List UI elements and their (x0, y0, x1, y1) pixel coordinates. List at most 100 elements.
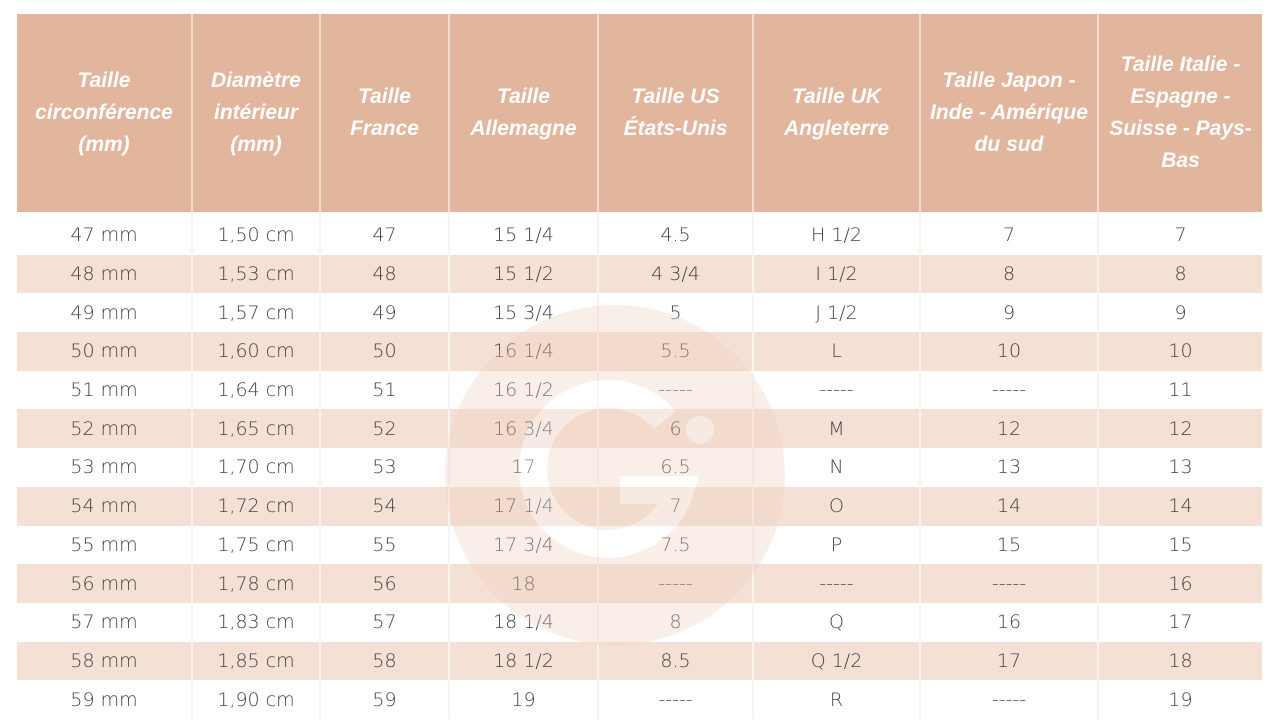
column-header: Taille Allemagne (448, 14, 598, 212)
column-header: Taille UK Angleterre (752, 14, 920, 212)
table-cell: 6.5 (597, 448, 753, 487)
table-cell: 8 (597, 602, 753, 642)
table-cell: 8.5 (597, 641, 753, 681)
table-cell: 56 mm (17, 564, 192, 603)
table-cell: 5 (597, 293, 753, 333)
table-cell: 8 (1097, 254, 1262, 294)
table-cell: 16 1/2 (448, 370, 598, 410)
table-cell: 9 (919, 293, 1098, 333)
table-cell: 13 (1097, 448, 1262, 487)
table-cell: 52 mm (17, 409, 192, 449)
table-cell: 53 (319, 448, 449, 487)
table-cell: 19 (1097, 680, 1262, 719)
table-cell: 7.5 (597, 525, 753, 565)
table-row: 51 mm 1,64 cm 51 16 1/2 ----- ----- ----- 11 (17, 370, 1262, 410)
table-cell: ----- (597, 370, 753, 410)
table-cell: 12 (919, 409, 1098, 449)
table-cell: H 1/2 (752, 212, 920, 255)
table-cell: 1,60 cm (191, 332, 320, 371)
table-cell: 47 mm (70, 224, 138, 247)
table-cell: 15 (1097, 525, 1262, 565)
table-cell: 1,78 cm (191, 564, 320, 603)
table-cell: 9 (1097, 293, 1262, 333)
table-row: 56 mm 1,78 cm 56 18 ----- ----- ----- 16 (17, 564, 1262, 603)
table-cell: 12 (1097, 409, 1262, 449)
table-cell: R (752, 680, 920, 719)
table-cell: 15 1/4 (448, 212, 598, 255)
column-header: Taille US États-Unis (597, 14, 753, 212)
table-cell: 16 (1097, 564, 1262, 603)
table-cell: 16 1/4 (448, 332, 598, 371)
table-cell: ----- (919, 680, 1098, 719)
ring-size-table: Taille circonférence (mm) Diamètre intéri… (17, 14, 1262, 719)
table-cell: 10 (1097, 332, 1262, 371)
table-cell: ----- (597, 564, 753, 603)
table-cell: Q 1/2 (752, 641, 920, 681)
table-cell: 1,53 cm (191, 254, 320, 294)
table-cell: 18 (448, 564, 598, 603)
table-cell: P (752, 525, 920, 565)
table-cell: 1,90 cm (191, 680, 320, 719)
table-cell: 4 3/4 (597, 254, 753, 294)
table-cell: 57 mm (70, 611, 138, 634)
table-cell: 49 (319, 293, 449, 333)
table-cell: 49 mm (70, 301, 138, 324)
table-cell: 57 (319, 602, 449, 642)
table-cell: 17 (448, 448, 598, 487)
table-row: 52 mm 1,65 cm 52 16 3/4 6 M 12 12 (17, 409, 1262, 449)
table-cell: ----- (919, 564, 1098, 603)
table-cell: Q (752, 602, 920, 642)
table-cell: 16 3/4 (448, 409, 598, 449)
table-cell: 14 (919, 486, 1098, 526)
header-row: Taille circonférence (mm) Diamètre intéri… (17, 14, 1262, 212)
table-cell: 17 (1097, 602, 1262, 642)
table-cell: 52 (319, 409, 449, 449)
table-cell: ----- (919, 370, 1098, 410)
table-cell: 48 mm (17, 254, 192, 294)
table-cell: 51 (319, 370, 449, 410)
table-cell: 1,70 cm (191, 448, 320, 487)
table-cell: 50 mm (17, 332, 192, 371)
table-cell: 17 (919, 641, 1098, 681)
table-cell: 55 (319, 525, 449, 565)
table-cell: 18 1/4 (448, 602, 598, 642)
table-cell: ----- (597, 680, 753, 719)
table-cell: 1,83 cm (191, 602, 320, 642)
table-cell: 59 mm (70, 688, 138, 711)
table-cell: 10 (919, 332, 1098, 371)
table-row: 57 mm 1,83 cm 57 18 1/4 8 Q 16 17 (17, 602, 1262, 642)
table-cell: 11 (1097, 370, 1262, 410)
table-cell: 55 mm (70, 533, 138, 556)
table-cell: 18 (1097, 641, 1262, 681)
table-cell: 53 mm (70, 456, 138, 479)
table-cell: 15 3/4 (448, 293, 598, 333)
column-header: Diamètre intérieur (mm) (191, 14, 320, 212)
table-row: 59 mm 1,90 cm 59 19 ----- R ----- 19 (17, 680, 1262, 719)
table-row: 47 mm 1,50 cm 47 15 1/4 4.5 H 1/2 7 7 (17, 212, 1262, 255)
table-cell: 7 (1097, 212, 1262, 255)
table-row: 54 mm 1,72 cm 54 17 1/4 7 O 14 14 (17, 486, 1262, 526)
table-cell: 19 (448, 680, 598, 719)
table-cell: 54 (319, 486, 449, 526)
table-cell: 1,57 cm (191, 293, 320, 333)
table-cell: 59 (319, 680, 449, 719)
table-cell: L (752, 332, 920, 371)
table-cell: 17 1/4 (448, 486, 598, 526)
table-cell: 54 mm (17, 486, 192, 526)
table-row: 48 mm 1,53 cm 48 15 1/2 4 3/4 I 1/2 8 8 (17, 254, 1262, 294)
table-cell: I 1/2 (752, 254, 920, 294)
column-header: Taille Italie - Espagne - Suisse - Pays-… (1097, 14, 1262, 212)
table-cell: 6 (597, 409, 753, 449)
table-cell: 50 (319, 332, 449, 371)
table-cell: 4.5 (597, 212, 753, 255)
table-cell: 7 (597, 486, 753, 526)
table-cell: 1,72 cm (191, 486, 320, 526)
table-cell: 47 (319, 212, 449, 255)
table-row: 55 mm 1,75 cm 55 17 3/4 7.5 P 15 15 (17, 525, 1262, 565)
table-cell: 48 (319, 254, 449, 294)
table-cell: ----- (752, 370, 920, 410)
table-cell: N (752, 448, 920, 487)
table-cell: 56 (319, 564, 449, 603)
table-cell: 58 mm (17, 641, 192, 681)
table-row: 53 mm 1,70 cm 53 17 6.5 N 13 13 (17, 448, 1262, 487)
